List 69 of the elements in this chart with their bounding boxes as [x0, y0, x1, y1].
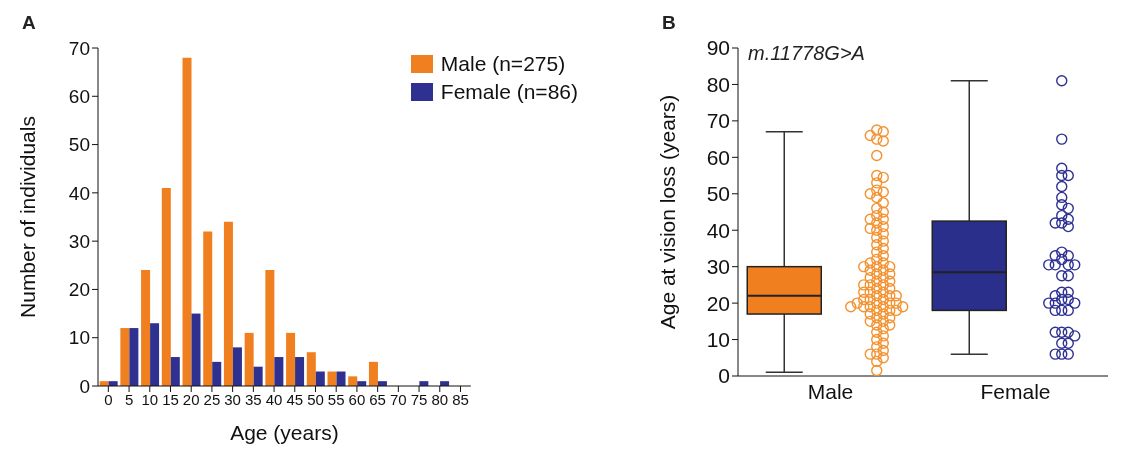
x-tick-label: 20 [182, 390, 200, 408]
x-tick-label: 70 [390, 390, 407, 408]
x-tick-label: 55 [327, 390, 345, 408]
bar [286, 332, 296, 386]
x-tick-label: 65 [369, 390, 386, 408]
bar [368, 361, 378, 386]
y-tick-label: 10 [706, 328, 730, 352]
x-tick-label: 5 [124, 390, 134, 408]
x-tick-label: 85 [452, 390, 469, 408]
y-tick-label: 50 [706, 182, 730, 206]
bar [295, 357, 305, 386]
x-tick-label: 40 [265, 390, 283, 408]
y-tick-label: 30 [706, 255, 730, 279]
bar [327, 371, 337, 386]
x-tick-label: 35 [245, 390, 262, 408]
y-axis-title: Age at vision loss (years) [656, 94, 680, 330]
x-tick-label: 80 [431, 390, 449, 408]
bar [150, 323, 160, 386]
y-tick-label: 40 [68, 182, 90, 204]
x-tick-label: Female [980, 379, 1051, 403]
x-tick-label: 60 [348, 390, 366, 408]
y-tick-label: 20 [68, 279, 90, 301]
x-tick-label: Male [807, 379, 854, 403]
text: B [662, 12, 676, 34]
bar [315, 371, 325, 386]
y-tick-label: 30 [68, 230, 90, 252]
bar [306, 352, 316, 386]
bar [182, 57, 192, 386]
bar [141, 270, 151, 386]
legend-label: Female (n=86) [440, 80, 578, 104]
y-tick-label: 60 [68, 86, 90, 108]
y-tick-label: 80 [706, 72, 730, 96]
bar [265, 270, 275, 386]
bar [244, 332, 254, 386]
bar [129, 328, 139, 386]
x-tick-label: 0 [104, 390, 113, 408]
x-tick-label: 10 [141, 390, 159, 408]
x-tick-label: 30 [224, 390, 241, 408]
x-tick-label: 45 [286, 390, 304, 408]
annotation: m.11778G>A [748, 42, 865, 65]
legend-label: Male (n=275) [440, 52, 566, 76]
x-tick-label: 50 [307, 390, 324, 408]
y-tick-label: 20 [706, 291, 730, 315]
bar [336, 371, 346, 386]
bar [253, 366, 263, 386]
x-tick-label: 25 [203, 390, 221, 408]
y-axis-title: Number of individuals [16, 116, 40, 318]
y-tick-label: 60 [706, 145, 730, 169]
bar [170, 357, 180, 386]
y-tick-label: 50 [68, 134, 90, 156]
y-tick-label: 70 [68, 37, 90, 59]
y-tick-label: 90 [706, 36, 730, 60]
bar [191, 313, 201, 386]
y-tick-label: 70 [706, 109, 730, 133]
y-tick-label: 0 [718, 364, 730, 388]
y-tick-label: 40 [706, 218, 730, 242]
bar [212, 361, 222, 386]
x-tick-label: 15 [162, 390, 179, 408]
bar [348, 376, 358, 386]
x-tick-label: 75 [410, 390, 428, 408]
x-axis-title: Age (years) [230, 421, 339, 444]
y-tick-label: 10 [68, 327, 90, 349]
text: A [22, 12, 36, 34]
bar [161, 188, 171, 386]
bar [223, 221, 233, 386]
bar [232, 347, 242, 386]
bar [120, 328, 130, 386]
bar [274, 357, 284, 386]
bar [203, 231, 213, 386]
